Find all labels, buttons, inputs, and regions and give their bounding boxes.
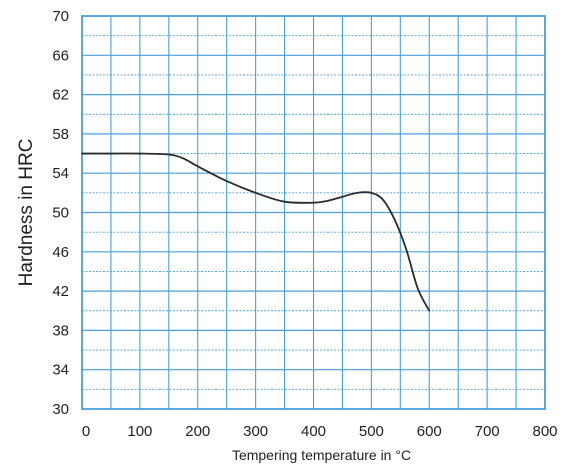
x-tick-label: 500 xyxy=(359,423,384,440)
y-axis-ticks: 30 34 38 42 46 50 54 58 62 66 70 xyxy=(52,8,69,418)
y-tick-label: 50 xyxy=(52,205,69,222)
y-tick-label: 42 xyxy=(52,283,69,300)
grid xyxy=(82,16,545,409)
y-tick-label: 46 xyxy=(52,244,69,261)
y-tick-label: 58 xyxy=(52,126,69,143)
y-tick-label: 34 xyxy=(52,362,69,379)
y-axis-label: Hardness in HRC xyxy=(16,139,37,287)
y-tick-label: 30 xyxy=(52,401,69,418)
x-tick-label: 400 xyxy=(301,423,326,440)
x-tick-label: 700 xyxy=(475,423,500,440)
x-tick-label: 600 xyxy=(417,423,442,440)
x-tick-label: 100 xyxy=(127,423,152,440)
x-tick-label: 0 xyxy=(82,423,90,440)
y-tick-label: 66 xyxy=(52,47,69,64)
x-tick-label: 300 xyxy=(243,423,268,440)
x-axis-ticks: 0 100 200 300 400 500 600 700 800 xyxy=(82,423,558,440)
x-axis-label: Tempering temperature in °C xyxy=(232,447,411,463)
plot-frame xyxy=(81,15,546,410)
hardness-curve xyxy=(81,152,431,312)
y-tick-label: 62 xyxy=(52,87,69,104)
y-tick-label: 38 xyxy=(52,322,69,339)
x-tick-label: 800 xyxy=(532,423,557,440)
x-tick-label: 200 xyxy=(185,423,210,440)
y-tick-label: 54 xyxy=(52,165,69,182)
y-tick-label: 70 xyxy=(52,8,69,25)
